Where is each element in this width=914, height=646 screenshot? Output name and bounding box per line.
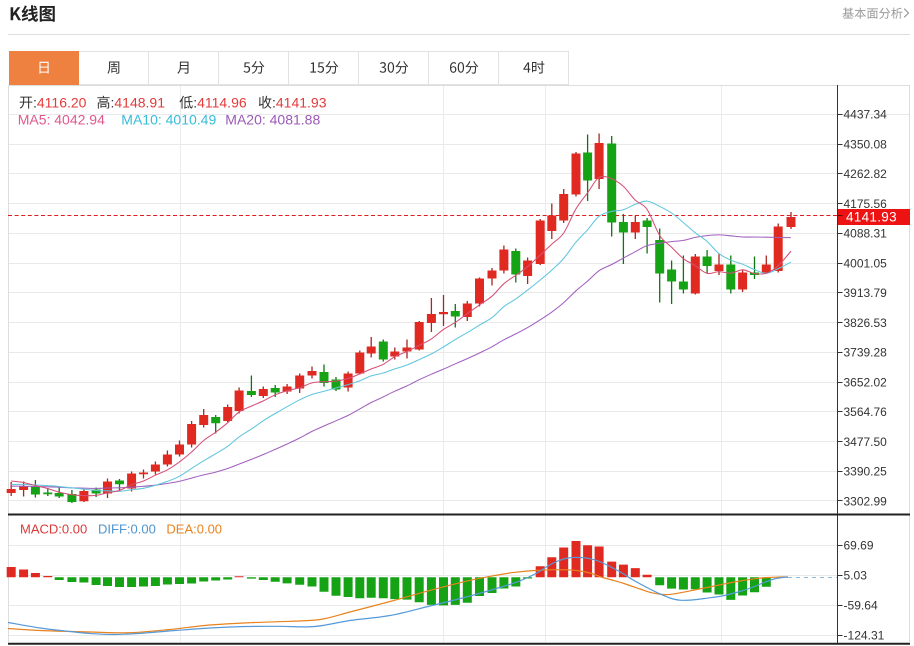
- svg-text:3913.79: 3913.79: [844, 286, 887, 300]
- svg-text:3652.02: 3652.02: [844, 375, 887, 389]
- svg-text::4148.91: :4148.91: [111, 95, 166, 111]
- svg-text:3739.28: 3739.28: [844, 346, 887, 360]
- svg-text::4141.93: :4141.93: [272, 95, 327, 111]
- svg-text:DEA:0.00: DEA:0.00: [166, 521, 222, 536]
- svg-text:4262.82: 4262.82: [844, 167, 887, 181]
- svg-text:-59.64: -59.64: [844, 599, 878, 613]
- svg-text:DIFF:0.00: DIFF:0.00: [98, 521, 156, 536]
- svg-text:4001.05: 4001.05: [844, 256, 887, 270]
- svg-text::4114.96: :4114.96: [193, 95, 247, 111]
- svg-text:3564.76: 3564.76: [844, 405, 887, 419]
- svg-text:MA20: 4081.88: MA20: 4081.88: [225, 111, 320, 127]
- svg-text:4350.08: 4350.08: [844, 137, 887, 151]
- svg-text:4088.31: 4088.31: [844, 227, 887, 241]
- svg-text:4437.34: 4437.34: [844, 108, 887, 122]
- svg-text:3477.50: 3477.50: [844, 435, 887, 449]
- svg-text:3390.25: 3390.25: [844, 465, 887, 479]
- svg-text:69.69: 69.69: [844, 539, 874, 553]
- svg-text:4175.56: 4175.56: [844, 197, 887, 211]
- svg-text:MACD:0.00: MACD:0.00: [20, 521, 87, 536]
- svg-text:MA5: 4042.94: MA5: 4042.94: [18, 111, 105, 127]
- svg-text:MA10: 4010.49: MA10: 4010.49: [121, 111, 216, 127]
- svg-text:-124.31: -124.31: [844, 628, 885, 642]
- svg-text:3826.53: 3826.53: [844, 316, 887, 330]
- svg-text:3302.99: 3302.99: [844, 494, 887, 508]
- svg-text:5.03: 5.03: [844, 569, 867, 583]
- svg-text:4141.93: 4141.93: [846, 210, 897, 225]
- svg-text::4116.20: :4116.20: [33, 95, 87, 111]
